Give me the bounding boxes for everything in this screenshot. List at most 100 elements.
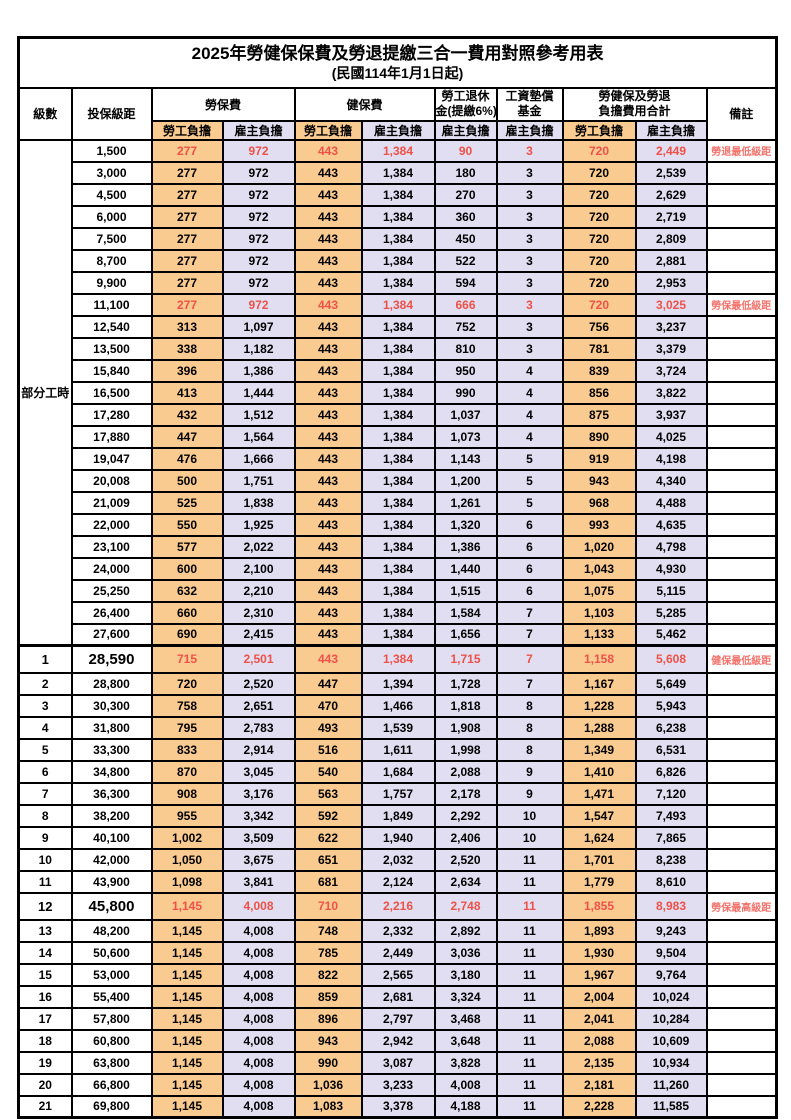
cell-insured-bracket: 23,100 xyxy=(70,534,153,559)
cell-remark xyxy=(705,984,778,1009)
cell-health-employer: 1,384 xyxy=(360,138,436,163)
cell-remark xyxy=(705,781,778,806)
cell-health-employer: 1,757 xyxy=(360,781,436,806)
cell-pension-employer: 4,188 xyxy=(433,1094,498,1119)
cell-labor-employer: 2,783 xyxy=(221,715,296,740)
cell-pension-employer: 2,520 xyxy=(433,847,498,872)
cell-insured-bracket: 17,280 xyxy=(70,402,153,427)
cell-pension-employer: 3,180 xyxy=(433,962,498,987)
cell-total-employer: 3,237 xyxy=(634,314,708,339)
fee-table: 2025年勞健保保費及勞退提繳三合一費用對照參考用表 (民國114年1月1日起)… xyxy=(17,36,779,1120)
cell-labor-employer: 972 xyxy=(221,270,296,295)
cell-fund-employer: 3 xyxy=(495,292,564,317)
cell-level: 18 xyxy=(17,1028,73,1053)
cell-health-employee: 1,083 xyxy=(293,1094,363,1119)
cell-health-employee: 443 xyxy=(293,622,363,647)
cell-insured-bracket: 33,300 xyxy=(70,737,153,762)
table-row: 19 63,800 1,145 4,008 990 3,087 3,828 11 2,135 10… xyxy=(17,1050,778,1075)
cell-health-employer: 3,233 xyxy=(360,1072,436,1097)
cell-remark xyxy=(705,693,778,718)
cell-labor-employee: 1,145 xyxy=(150,1072,224,1097)
cell-total-employee: 875 xyxy=(561,402,637,427)
part-time-merged-cell: 部分工時 xyxy=(17,138,73,647)
cell-pension-employer: 2,178 xyxy=(433,781,498,806)
cell-insured-bracket: 27,600 xyxy=(70,622,153,647)
cell-total-employee: 720 xyxy=(561,248,637,273)
cell-labor-employer: 1,751 xyxy=(221,468,296,493)
cell-health-employee: 710 xyxy=(293,891,363,921)
cell-fund-employer: 3 xyxy=(495,160,564,185)
cell-labor-employer: 2,415 xyxy=(221,622,296,647)
cell-health-employer: 1,849 xyxy=(360,803,436,828)
cell-fund-employer: 11 xyxy=(495,962,564,987)
cell-labor-employer: 1,925 xyxy=(221,512,296,537)
cell-total-employee: 1,624 xyxy=(561,825,637,850)
cell-health-employee: 896 xyxy=(293,1006,363,1031)
cell-total-employer: 2,539 xyxy=(634,160,708,185)
cell-total-employer: 4,635 xyxy=(634,512,708,537)
cell-total-employer: 2,719 xyxy=(634,204,708,229)
cell-labor-employee: 600 xyxy=(150,556,224,581)
cell-remark xyxy=(705,556,778,581)
cell-total-employee: 2,181 xyxy=(561,1072,637,1097)
cell-labor-employer: 1,386 xyxy=(221,358,296,383)
header-total-group: 勞健保及勞退 負擔費用合計 xyxy=(561,86,708,122)
page-title: 2025年勞健保保費及勞退提繳三合一費用對照參考用表 xyxy=(191,43,604,63)
cell-total-employer: 10,024 xyxy=(634,984,708,1009)
cell-pension-employer: 1,440 xyxy=(433,556,498,581)
cell-labor-employee: 632 xyxy=(150,578,224,603)
cell-total-employer: 5,943 xyxy=(634,693,708,718)
cell-total-employer: 7,120 xyxy=(634,781,708,806)
cell-labor-employee: 720 xyxy=(150,671,224,696)
cell-labor-employer: 4,008 xyxy=(221,984,296,1009)
table-row: 4 31,800 795 2,783 493 1,539 1,908 8 1,288 6,238 xyxy=(17,715,778,740)
cell-labor-employee: 1,145 xyxy=(150,1028,224,1053)
cell-labor-employee: 758 xyxy=(150,693,224,718)
cell-insured-bracket: 45,800 xyxy=(70,891,153,921)
cell-health-employee: 822 xyxy=(293,962,363,987)
cell-remark xyxy=(705,825,778,850)
cell-total-employee: 1,167 xyxy=(561,671,637,696)
cell-total-employee: 2,004 xyxy=(561,984,637,1009)
cell-pension-employer: 752 xyxy=(433,314,498,339)
cell-health-employer: 1,384 xyxy=(360,358,436,383)
cell-remark xyxy=(705,1072,778,1097)
cell-health-employee: 859 xyxy=(293,984,363,1009)
cell-health-employer: 2,032 xyxy=(360,847,436,872)
cell-labor-employee: 690 xyxy=(150,622,224,647)
cell-labor-employee: 1,145 xyxy=(150,891,224,921)
cell-remark xyxy=(705,204,778,229)
cell-health-employer: 1,384 xyxy=(360,248,436,273)
cell-level: 10 xyxy=(17,847,73,872)
table-row: 17,880 447 1,564 443 1,384 1,073 4 890 4,025 xyxy=(19,424,778,449)
cell-total-employee: 1,779 xyxy=(561,869,637,894)
cell-labor-employer: 3,342 xyxy=(221,803,296,828)
cell-total-employer: 8,238 xyxy=(634,847,708,872)
cell-health-employer: 1,384 xyxy=(360,424,436,449)
cell-labor-employer: 1,444 xyxy=(221,380,296,405)
cell-insured-bracket: 36,300 xyxy=(70,781,153,806)
cell-level: 6 xyxy=(17,759,73,784)
cell-pension-employer: 1,728 xyxy=(433,671,498,696)
cell-health-employee: 563 xyxy=(293,781,363,806)
cell-labor-employer: 1,512 xyxy=(221,402,296,427)
cell-total-employee: 1,158 xyxy=(561,644,637,674)
cell-remark xyxy=(705,940,778,965)
cell-insured-bracket: 38,200 xyxy=(70,803,153,828)
cell-fund-employer: 3 xyxy=(495,314,564,339)
cell-pension-employer: 1,037 xyxy=(433,402,498,427)
table-row: 10 42,000 1,050 3,675 651 2,032 2,520 11 1,701 8,… xyxy=(17,847,778,872)
cell-remark xyxy=(705,803,778,828)
cell-remark: 勞保最高級距 xyxy=(705,891,778,921)
cell-pension-employer: 2,748 xyxy=(433,891,498,921)
cell-level: 4 xyxy=(17,715,73,740)
cell-total-employer: 8,983 xyxy=(634,891,708,921)
table-row: 19,047 476 1,666 443 1,384 1,143 5 919 4,198 xyxy=(19,446,778,471)
cell-pension-employer: 810 xyxy=(433,336,498,361)
cell-pension-employer: 2,088 xyxy=(433,759,498,784)
cell-remark xyxy=(705,314,778,339)
cell-insured-bracket: 28,590 xyxy=(70,644,153,674)
table-row: 11 43,900 1,098 3,841 681 2,124 2,634 11 1,779 8,… xyxy=(17,869,778,894)
cell-total-employee: 756 xyxy=(561,314,637,339)
cell-total-employer: 4,025 xyxy=(634,424,708,449)
